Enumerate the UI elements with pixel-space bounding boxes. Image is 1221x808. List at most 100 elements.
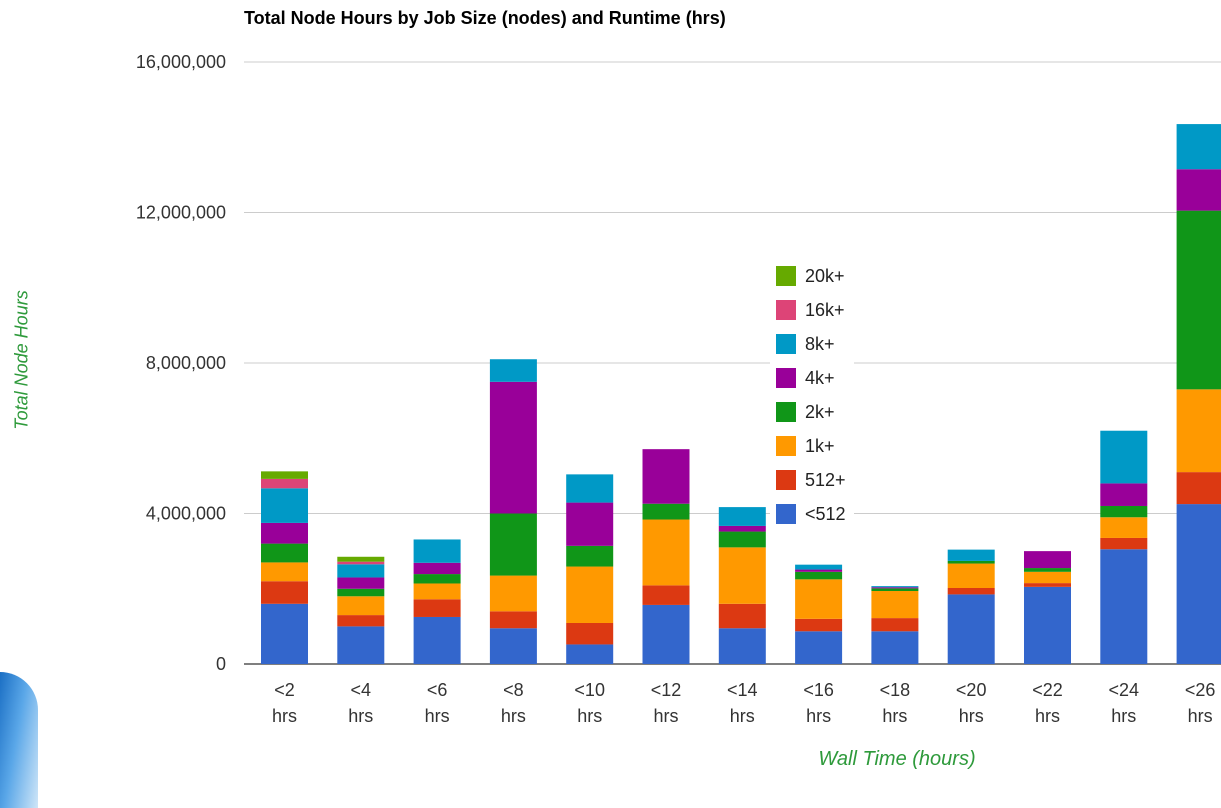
bar-segment (1024, 568, 1071, 572)
legend-item: 512+ (776, 463, 846, 497)
bar-segment (261, 603, 308, 664)
x-tick-label: hrs (348, 706, 373, 726)
bar-segment (642, 503, 690, 520)
y-tick-label: 8,000,000 (146, 353, 226, 373)
legend-swatch (776, 368, 796, 388)
bar-segment (718, 507, 766, 526)
bar-segment (947, 594, 995, 664)
bar-segment (261, 581, 308, 604)
bar-segment (413, 616, 461, 664)
bar-segment (1024, 586, 1071, 664)
legend-swatch (776, 334, 796, 354)
bar-segment (1024, 583, 1071, 587)
bar-segment (718, 531, 766, 548)
bar-segment (1176, 389, 1221, 473)
bar-segment (795, 564, 843, 570)
bar-segment (947, 563, 995, 588)
x-tick-label: <18 (880, 680, 911, 700)
legend-label: 20k+ (805, 265, 845, 286)
legend-swatch (776, 300, 796, 320)
legend-item: 20k+ (776, 259, 846, 293)
bar-segment (1100, 505, 1148, 518)
x-tick-label: <4 (351, 680, 372, 700)
bar-segment (413, 539, 461, 563)
legend-label: 16k+ (805, 299, 845, 320)
bar-segment (1024, 571, 1071, 584)
x-tick-label: hrs (653, 706, 678, 726)
bar-segment (337, 596, 385, 616)
x-tick-label: hrs (959, 706, 984, 726)
x-tick-label: <10 (574, 680, 605, 700)
legend-label: 2k+ (805, 401, 835, 422)
bar-segment (642, 449, 690, 504)
bar-segment (795, 569, 843, 572)
legend-label: <512 (805, 503, 846, 524)
bar-segment (642, 519, 690, 586)
x-tick-label: hrs (501, 706, 526, 726)
x-tick-label: hrs (806, 706, 831, 726)
bar-segment (871, 588, 919, 592)
chart-title: Total Node Hours by Job Size (nodes) and… (244, 8, 726, 28)
bar-segment (489, 359, 537, 382)
legend-label: 1k+ (805, 435, 835, 456)
bar-segment (489, 513, 537, 576)
x-tick-label: hrs (882, 706, 907, 726)
bar-segment (413, 574, 461, 584)
x-tick-label: hrs (425, 706, 450, 726)
bar-segment (795, 618, 843, 632)
bar-segment (1100, 549, 1148, 664)
x-tick-label: hrs (1035, 706, 1060, 726)
bar-segment (337, 561, 385, 565)
bar-segment (337, 626, 385, 664)
x-tick-label: hrs (1188, 706, 1213, 726)
x-tick-label: <26 (1185, 680, 1216, 700)
bar-segment (566, 644, 614, 664)
corner-decoration (0, 672, 38, 808)
legend-item: 4k+ (776, 361, 846, 395)
legend-label: 4k+ (805, 367, 835, 388)
bar-segment (566, 566, 614, 623)
bar-segment (718, 547, 766, 604)
bar-segment (566, 622, 614, 645)
bar-segment (795, 579, 843, 619)
x-tick-label: <16 (803, 680, 834, 700)
legend-label: 512+ (805, 469, 846, 490)
x-tick-label: hrs (577, 706, 602, 726)
bar-segment (718, 628, 766, 664)
y-tick-label: 4,000,000 (146, 504, 226, 524)
bar-segment (489, 611, 537, 629)
x-tick-label: <22 (1032, 680, 1063, 700)
bar-segment (871, 587, 919, 589)
bar-segment (489, 381, 537, 514)
x-tick-label: <2 (274, 680, 295, 700)
bar-segment (1176, 472, 1221, 505)
legend-swatch (776, 266, 796, 286)
y-tick-label: 16,000,000 (136, 52, 226, 72)
bar-segment (642, 585, 690, 605)
bar-segment (871, 618, 919, 632)
bar-segment (261, 488, 308, 523)
chart-legend: 20k+ 16k+ 8k+ 4k+ 2k+ 1k+ 512+ <512 (770, 255, 854, 535)
x-tick-label: <12 (651, 680, 682, 700)
bar-segment (413, 583, 461, 600)
y-tick-label: 12,000,000 (136, 203, 226, 223)
bar-segment (1176, 124, 1221, 170)
bar-segment (337, 615, 385, 627)
legend-item: 1k+ (776, 429, 846, 463)
legend-swatch (776, 436, 796, 456)
bar-segment (489, 628, 537, 664)
bar-segment (337, 564, 385, 578)
bar-segment (718, 525, 766, 532)
bar-segment (261, 471, 308, 479)
bar-segment (1100, 430, 1148, 484)
x-tick-label: <20 (956, 680, 987, 700)
legend-item: 2k+ (776, 395, 846, 429)
bar-segment (261, 562, 308, 582)
bar-segment (413, 599, 461, 617)
bar-segment (337, 588, 385, 597)
legend-label: 8k+ (805, 333, 835, 354)
bar-segment (261, 478, 308, 489)
bar-segment (489, 575, 537, 612)
bar-segment (795, 631, 843, 664)
